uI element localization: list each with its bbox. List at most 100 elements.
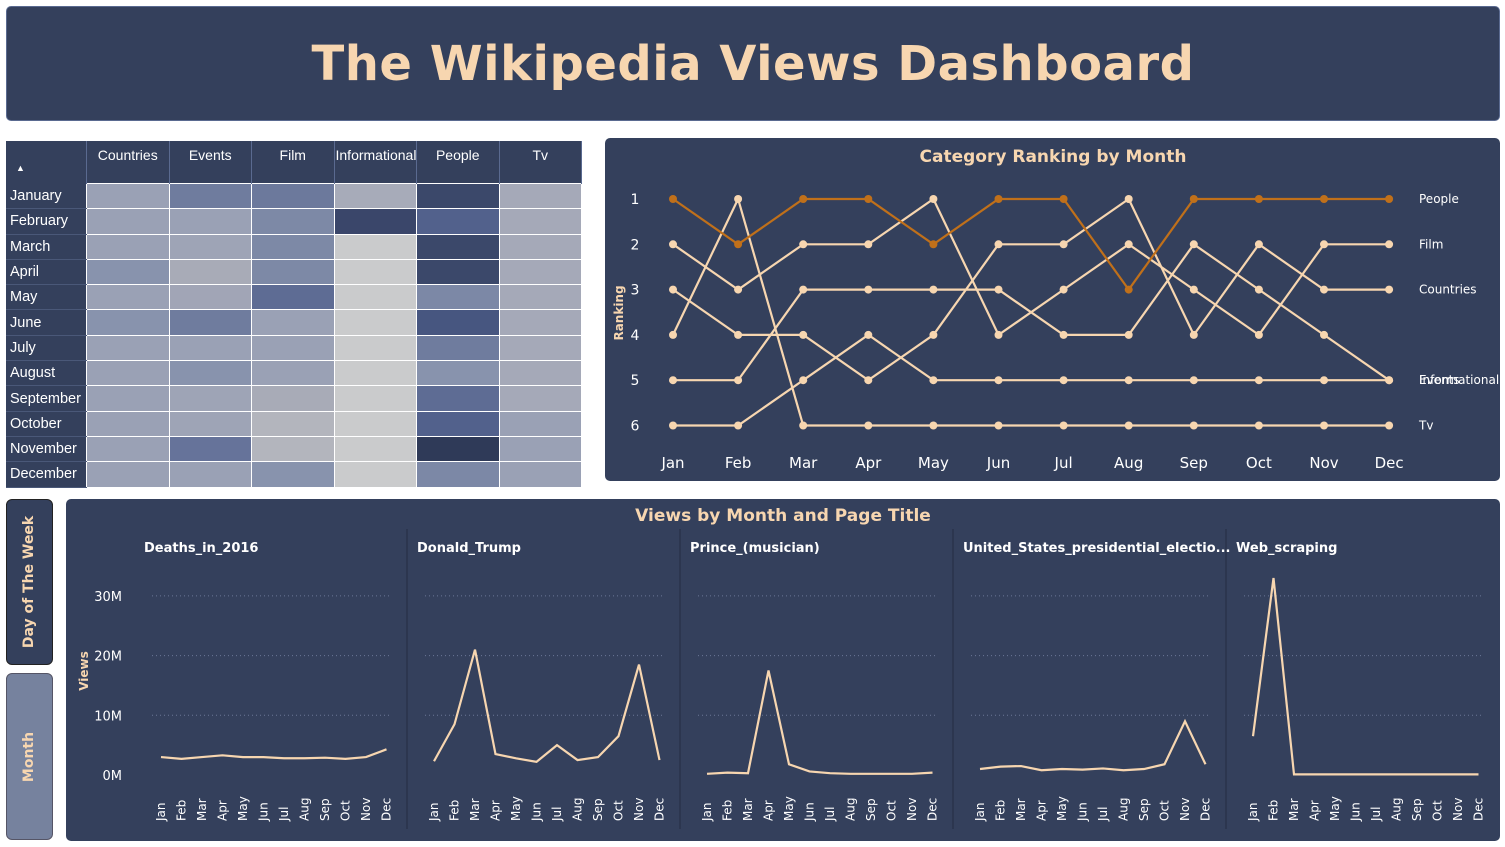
heatmap-column-header[interactable]: Events — [169, 141, 252, 184]
heatmap-cell[interactable] — [333, 410, 417, 437]
heatmap-cell[interactable] — [86, 410, 170, 437]
heatmap-cell[interactable] — [168, 435, 252, 463]
heatmap-cell[interactable] — [498, 410, 582, 437]
heatmap-cell[interactable] — [251, 182, 335, 210]
heatmap-cell[interactable] — [168, 461, 252, 488]
heatmap-cell[interactable] — [498, 208, 582, 235]
heatmap-cell[interactable] — [168, 385, 252, 412]
heatmap-cell[interactable] — [333, 435, 417, 463]
heatmap-cell[interactable] — [251, 360, 335, 387]
x-tick-label: Aug — [1117, 798, 1131, 821]
heatmap-cell[interactable] — [498, 233, 582, 260]
heatmap-cell[interactable] — [251, 461, 335, 488]
heatmap-cell[interactable] — [333, 385, 417, 412]
heatmap-cell[interactable] — [251, 309, 335, 336]
heatmap-cell[interactable] — [498, 182, 582, 210]
sort-indicator[interactable]: ▲ — [6, 141, 87, 184]
heatmap-cell[interactable] — [333, 208, 417, 235]
heatmap-row-label[interactable]: July — [6, 335, 87, 362]
heatmap-cell[interactable] — [168, 309, 252, 336]
heatmap-cell[interactable] — [168, 182, 252, 210]
heatmap-row-label[interactable]: November — [6, 436, 87, 463]
heatmap-cell[interactable] — [251, 435, 335, 463]
heatmap-column-header[interactable]: Film — [251, 141, 335, 184]
heatmap-cell[interactable] — [251, 410, 335, 437]
heatmap-cell[interactable] — [416, 461, 500, 488]
heatmap-cell[interactable] — [86, 233, 170, 260]
heatmap-cell[interactable] — [498, 461, 582, 488]
heatmap-cell[interactable] — [86, 385, 170, 412]
heatmap-cell[interactable] — [416, 309, 500, 336]
heatmap-cell[interactable] — [86, 284, 170, 311]
heatmap-column-header[interactable]: Tv — [499, 141, 582, 184]
heatmap-cell[interactable] — [416, 208, 500, 235]
heatmap-cell[interactable] — [498, 284, 582, 311]
heatmap-cell[interactable] — [86, 435, 170, 463]
heatmap-cell[interactable] — [333, 258, 417, 286]
heatmap-cell[interactable] — [498, 334, 582, 362]
heatmap-row-label[interactable]: April — [6, 259, 87, 286]
month-button[interactable]: Month — [6, 673, 53, 840]
heatmap-cell[interactable] — [168, 208, 252, 235]
heatmap-cell[interactable] — [498, 258, 582, 286]
heatmap-cell[interactable] — [416, 435, 500, 463]
heatmap-row-label[interactable]: May — [6, 284, 87, 311]
heatmap-cell[interactable] — [86, 182, 170, 210]
heatmap-row-label[interactable]: June — [6, 309, 87, 336]
heatmap-cell[interactable] — [168, 233, 252, 260]
heatmap-cell[interactable] — [168, 360, 252, 387]
heatmap-cell[interactable] — [86, 258, 170, 286]
heatmap-cell[interactable] — [416, 284, 500, 311]
heatmap-cell[interactable] — [251, 208, 335, 235]
heatmap-cell[interactable] — [251, 258, 335, 286]
heatmap-cell[interactable] — [333, 309, 417, 336]
heatmap-cell[interactable] — [498, 309, 582, 336]
heatmap-cell[interactable] — [333, 360, 417, 387]
heatmap-cell[interactable] — [251, 233, 335, 260]
heatmap-column-header[interactable]: People — [416, 141, 500, 184]
series-point — [929, 376, 938, 385]
heatmap-cell[interactable] — [86, 208, 170, 235]
heatmap-cell[interactable] — [333, 461, 417, 488]
series-line-informational — [673, 333, 1390, 427]
category-ranking-panel: Category Ranking by Month Ranking 1 2 3 4 5 6 Ja… — [605, 138, 1500, 481]
heatmap-cell[interactable] — [333, 182, 417, 210]
x-tick-label: Feb — [725, 454, 752, 472]
sort-up-icon[interactable]: ▲ — [16, 163, 25, 173]
heatmap-cell[interactable] — [168, 284, 252, 311]
heatmap-cell[interactable] — [86, 461, 170, 488]
heatmap-cell[interactable] — [86, 309, 170, 336]
heatmap-cell[interactable] — [333, 284, 417, 311]
heatmap-cell[interactable] — [168, 410, 252, 437]
heatmap-cell[interactable] — [416, 385, 500, 412]
heatmap-cell[interactable] — [498, 435, 582, 463]
heatmap-cell[interactable] — [498, 385, 582, 412]
heatmap-row-label[interactable]: January — [6, 183, 87, 210]
heatmap-cell[interactable] — [416, 334, 500, 362]
heatmap-row-label[interactable]: October — [6, 411, 87, 437]
heatmap-cell[interactable] — [416, 258, 500, 286]
heatmap-column-header[interactable]: Informational — [334, 141, 417, 184]
heatmap-cell[interactable] — [416, 410, 500, 437]
heatmap-row-label[interactable]: September — [6, 385, 87, 412]
heatmap-cell[interactable] — [86, 360, 170, 387]
heatmap-row-label[interactable]: December — [6, 461, 87, 488]
heatmap-cell[interactable] — [251, 334, 335, 362]
heatmap-cell[interactable] — [333, 334, 417, 362]
heatmap-cell[interactable] — [251, 385, 335, 412]
heatmap-row-label[interactable]: March — [6, 234, 87, 260]
heatmap-column-header[interactable]: Countries — [86, 141, 170, 184]
heatmap-cell[interactable] — [416, 182, 500, 210]
heatmap-cell[interactable] — [168, 258, 252, 286]
day-of-week-button[interactable]: Day of The Week — [6, 499, 53, 665]
heatmap-cell[interactable] — [168, 334, 252, 362]
heatmap-cell[interactable] — [251, 284, 335, 311]
heatmap-cell[interactable] — [416, 233, 500, 260]
heatmap-cell[interactable] — [498, 360, 582, 387]
heatmap-cell[interactable] — [333, 233, 417, 260]
heatmap-cell[interactable] — [416, 360, 500, 387]
heatmap-cell[interactable] — [86, 334, 170, 362]
heatmap-row-label[interactable]: February — [6, 208, 87, 235]
y-tick-label: 3 — [631, 283, 640, 299]
heatmap-row-label[interactable]: August — [6, 360, 87, 387]
